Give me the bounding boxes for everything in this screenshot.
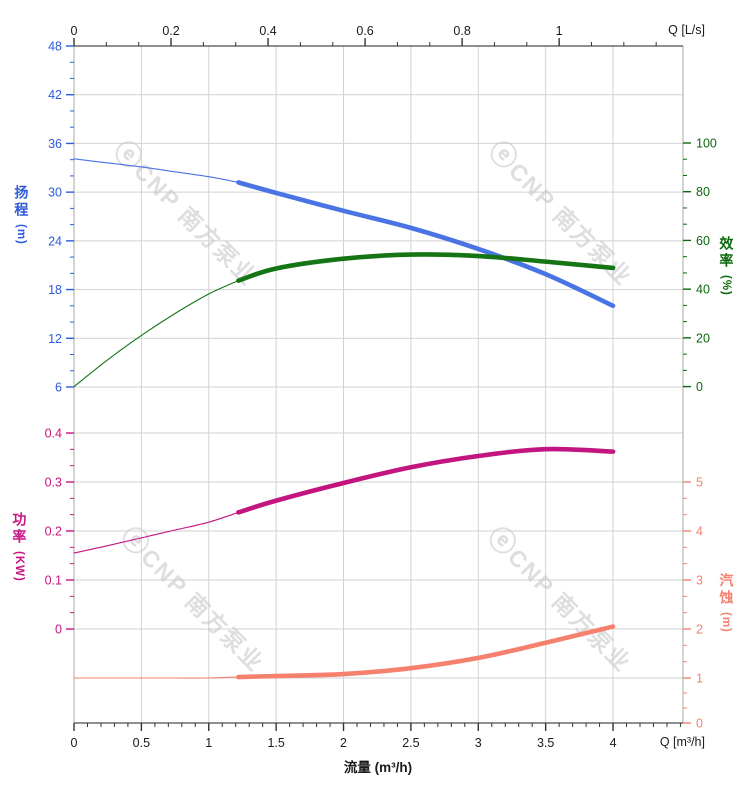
- svg-text:6: 6: [55, 381, 62, 395]
- npsh-curve-thin: [73, 676, 239, 679]
- head-curve-thin: [73, 158, 239, 183]
- svg-text:0: 0: [71, 736, 78, 750]
- svg-text:5: 5: [696, 476, 703, 490]
- power-axis-title-cn: 功率: [11, 512, 28, 546]
- svg-text:1: 1: [696, 672, 703, 686]
- svg-text:2: 2: [340, 736, 347, 750]
- head-curve-thick: [236, 180, 616, 309]
- bottom-axis-title: 流量 (m³/h): [343, 760, 413, 775]
- npsh-axis-title-cn: 汽蚀: [718, 573, 735, 607]
- efficiency-curve-thin: [73, 280, 239, 388]
- svg-text:1: 1: [556, 24, 563, 38]
- svg-text:2.5: 2.5: [402, 736, 419, 750]
- svg-text:4: 4: [696, 525, 703, 539]
- svg-text:0.4: 0.4: [45, 427, 62, 441]
- svg-text:60: 60: [696, 234, 710, 248]
- npsh-curve-thick: [236, 624, 616, 680]
- power-axis-title: 功率 (KW): [8, 512, 30, 582]
- svg-text:0: 0: [696, 717, 703, 731]
- svg-text:0.6: 0.6: [356, 24, 373, 38]
- svg-text:0.1: 0.1: [45, 574, 62, 588]
- efficiency-axis-title-cn: 效率: [718, 236, 735, 270]
- svg-text:18: 18: [48, 283, 62, 297]
- power-curve: [73, 446, 616, 554]
- efficiency-curve: [73, 252, 616, 388]
- head-axis-title: 扬程 (m): [10, 185, 32, 245]
- svg-text:20: 20: [696, 331, 710, 345]
- top-axis-unit-label: Q [L/s]: [668, 23, 705, 37]
- svg-text:1.5: 1.5: [267, 736, 284, 750]
- svg-text:40: 40: [696, 283, 710, 297]
- head-axis-title-cn: 扬程: [13, 185, 30, 219]
- svg-text:1: 1: [205, 736, 212, 750]
- svg-text:0: 0: [71, 24, 78, 38]
- svg-text:0.3: 0.3: [45, 476, 62, 490]
- svg-text:36: 36: [48, 137, 62, 151]
- svg-text:42: 42: [48, 88, 62, 102]
- head-axis: 48 42 36 30 24 18 12 6: [48, 40, 74, 395]
- svg-text:0.2: 0.2: [45, 525, 62, 539]
- efficiency-axis-title: 效率 (%): [715, 236, 737, 296]
- svg-text:30: 30: [48, 186, 62, 200]
- svg-text:80: 80: [696, 185, 710, 199]
- power-axis: 0.4 0.3 0.2 0.1 0: [45, 427, 74, 637]
- npsh-axis-title-unit: (m): [720, 612, 733, 633]
- bottom-axis: 0 0.5 1 1.5 2 2.5 3 3.5 4: [71, 723, 681, 750]
- power-curve-thin: [73, 511, 239, 554]
- npsh-axis-title: 汽蚀 (m): [715, 573, 737, 633]
- svg-text:0.5: 0.5: [133, 736, 150, 750]
- svg-text:0.8: 0.8: [453, 24, 470, 38]
- cnp-watermark: ⓔCNP 南方泵业: [483, 134, 640, 291]
- head-axis-title-unit: (m): [15, 224, 28, 245]
- svg-text:100: 100: [696, 137, 717, 151]
- power-curve-thick: [236, 446, 616, 515]
- svg-text:24: 24: [48, 234, 62, 248]
- svg-text:12: 12: [48, 332, 62, 346]
- svg-text:0: 0: [696, 380, 703, 394]
- cnp-watermark: ⓔCNP 南方泵业: [108, 134, 265, 291]
- efficiency-axis-title-unit: (%): [720, 275, 733, 296]
- cnp-watermark: ⓔCNP 南方泵业: [115, 520, 272, 677]
- svg-text:3.5: 3.5: [537, 736, 554, 750]
- power-axis-title-unit: (KW): [13, 551, 26, 582]
- top-axis: 0 0.2 0.4 0.6 0.8 1: [71, 24, 657, 46]
- npsh-curve: [73, 624, 616, 680]
- efficiency-axis: 100 80 60 40 20 0: [683, 137, 717, 394]
- svg-text:3: 3: [696, 574, 703, 588]
- efficiency-curve-thick: [236, 252, 616, 283]
- svg-text:0.4: 0.4: [259, 24, 276, 38]
- svg-text:4: 4: [610, 736, 617, 750]
- bottom-axis-unit-label: Q [m³/h]: [659, 735, 705, 749]
- svg-text:0.2: 0.2: [162, 24, 179, 38]
- npsh-axis: 5 4 3 2 1 0: [683, 476, 703, 731]
- svg-text:48: 48: [48, 40, 62, 54]
- svg-text:0: 0: [55, 623, 62, 637]
- svg-text:3: 3: [475, 736, 482, 750]
- svg-text:2: 2: [696, 623, 703, 637]
- head-curve: [73, 158, 616, 309]
